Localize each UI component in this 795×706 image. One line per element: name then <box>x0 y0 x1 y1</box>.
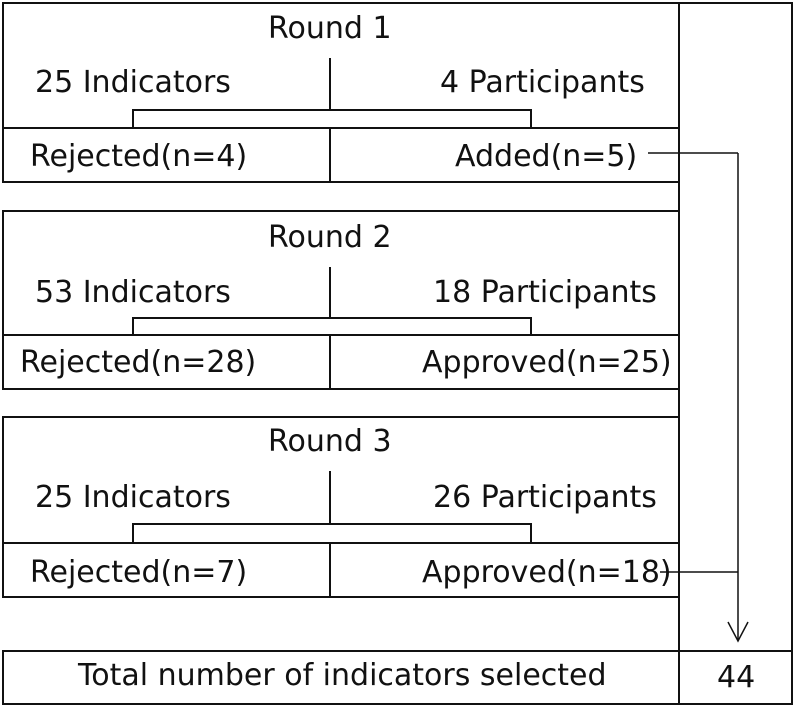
round-2-bracket-top <box>132 317 532 319</box>
round-1-participants: 4 Participants <box>440 65 645 100</box>
round-3-rejected: Rejected(n=7) <box>30 555 248 590</box>
total-value: 44 <box>717 660 756 695</box>
round-1-title: Round 1 <box>268 11 392 46</box>
total-box <box>2 650 793 705</box>
total-label: Total number of indicators selected <box>78 658 607 693</box>
round-3-approved: Approved(n=18) <box>422 555 672 590</box>
round-2-bracket-right <box>530 317 532 334</box>
down-arrow-head <box>727 621 749 643</box>
round-1-rejected: Rejected(n=4) <box>30 139 248 174</box>
round-1-divider <box>2 127 680 129</box>
round-1-indicators: 25 Indicators <box>35 65 231 100</box>
round-3-title: Round 3 <box>268 424 392 459</box>
round-2-approved: Approved(n=25) <box>422 345 672 380</box>
round-1-box <box>2 2 680 183</box>
round-3-participants: 26 Participants <box>433 480 657 515</box>
round-2-indicators: 53 Indicators <box>35 275 231 310</box>
round-3-bracket-right <box>530 523 532 542</box>
round-2-participants: 18 Participants <box>433 275 657 310</box>
round-2-rejected: Rejected(n=28) <box>20 345 257 380</box>
round-3-center-line <box>329 471 331 525</box>
round-2-center-line <box>329 267 331 319</box>
round-3-divider <box>2 542 680 544</box>
round-1-bracket-top <box>132 109 532 111</box>
round-1-outcome-divider <box>329 127 331 183</box>
round-2-divider <box>2 334 680 336</box>
round-3-bracket-top <box>132 523 532 525</box>
round-3-bracket-left <box>132 523 134 542</box>
round-1-added: Added(n=5) <box>455 139 638 174</box>
round-2-box <box>2 210 680 390</box>
round-1-center-line <box>329 58 331 110</box>
round-3-outcome-divider <box>329 542 331 598</box>
round-1-bracket-left <box>132 109 134 127</box>
total-divider <box>678 650 680 705</box>
round-2-outcome-divider <box>329 334 331 390</box>
round-2-bracket-left <box>132 317 134 334</box>
round-3-box <box>2 416 680 598</box>
round-2-title: Round 2 <box>268 220 392 255</box>
round-3-indicators: 25 Indicators <box>35 480 231 515</box>
round-1-bracket-right <box>530 109 532 127</box>
